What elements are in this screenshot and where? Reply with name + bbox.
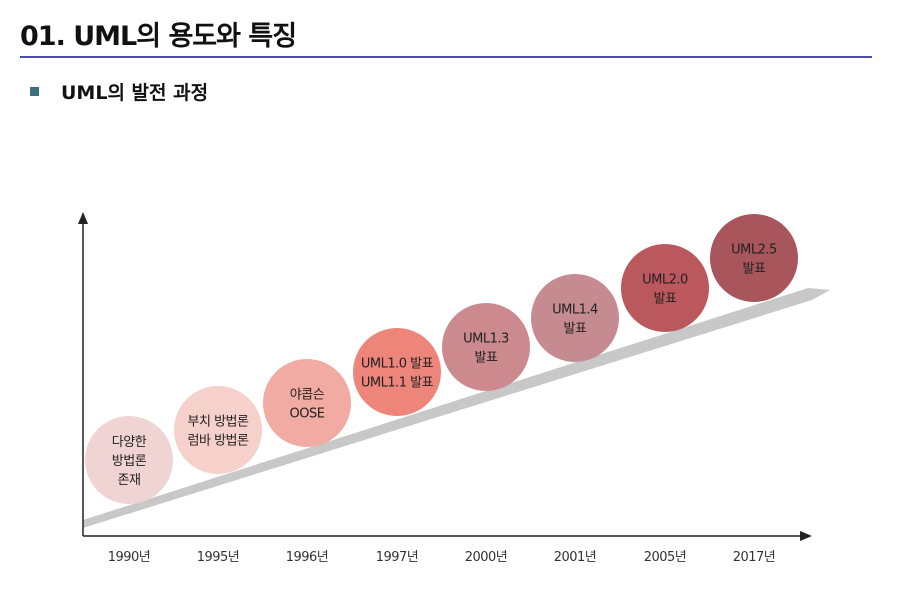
timeline-stage-8: UML2.5 발표: [710, 214, 798, 302]
year-label: 2000년: [465, 550, 508, 565]
stage-label-line: 부치 방법론: [188, 415, 249, 430]
year-label: 1995년: [197, 550, 240, 565]
stage-circle: [621, 244, 709, 332]
stage-circle: [263, 359, 351, 447]
stage-circle: [531, 274, 619, 362]
years-layer: 1990년 1995년 1996년 1997년 2000년 2001년 2005년 2017년: [108, 550, 776, 565]
year-label: 1996년: [286, 550, 329, 565]
timeline-stage-4: UML1.0 발표 UML1.1 발표: [353, 328, 441, 416]
year-label: 2017년: [733, 550, 776, 565]
section-heading: UML의 발전 과정: [30, 78, 208, 105]
stage-label-line: UML1.3: [463, 332, 509, 347]
stage-label-line: 다양한: [112, 435, 147, 450]
stage-label-line: UML1.0 발표: [361, 357, 434, 372]
stage-label-line: UML1.4: [552, 303, 598, 318]
stage-label-line: 럼바 방법론: [188, 434, 249, 449]
timeline-stage-5: UML1.3 발표: [442, 303, 530, 391]
stage-label-line: 발표: [654, 292, 677, 307]
trend-arrow: [83, 288, 830, 528]
timeline-stage-7: UML2.0 발표: [621, 244, 709, 332]
stage-circle: [710, 214, 798, 302]
year-label: 2001년: [554, 550, 597, 565]
year-label: 1997년: [376, 550, 419, 565]
stage-label-line: 존재: [118, 473, 141, 488]
section-label: UML의 발전 과정: [61, 82, 209, 104]
page-title: 01. UML의 용도와 특징: [20, 21, 297, 52]
stage-circle: [174, 386, 262, 474]
y-axis-arrowhead-icon: [78, 212, 88, 224]
stage-circle: [85, 416, 173, 504]
stage-label-line: UML2.0: [642, 273, 688, 288]
stage-label-line: 발표: [564, 322, 587, 337]
stage-circle: [353, 328, 441, 416]
stage-label-line: OOSE: [290, 407, 325, 422]
year-label: 1990년: [108, 550, 151, 565]
title-divider: [20, 56, 872, 58]
x-axis-arrowhead-icon: [800, 531, 812, 541]
stage-label-line: 발표: [475, 351, 498, 366]
square-bullet-icon: [30, 87, 39, 96]
year-label: 2005년: [644, 550, 687, 565]
stage-label-line: 발표: [743, 262, 766, 277]
stage-label-line: 방법론: [112, 454, 147, 469]
stage-circle: [442, 303, 530, 391]
timeline-stage-6: UML1.4 발표: [531, 274, 619, 362]
stage-label-line: UML1.1 발표: [361, 376, 434, 391]
stage-label-line: 야콥슨: [290, 388, 325, 403]
timeline-stage-3: 야콥슨 OOSE: [263, 359, 351, 447]
stage-label-line: UML2.5: [731, 243, 777, 258]
